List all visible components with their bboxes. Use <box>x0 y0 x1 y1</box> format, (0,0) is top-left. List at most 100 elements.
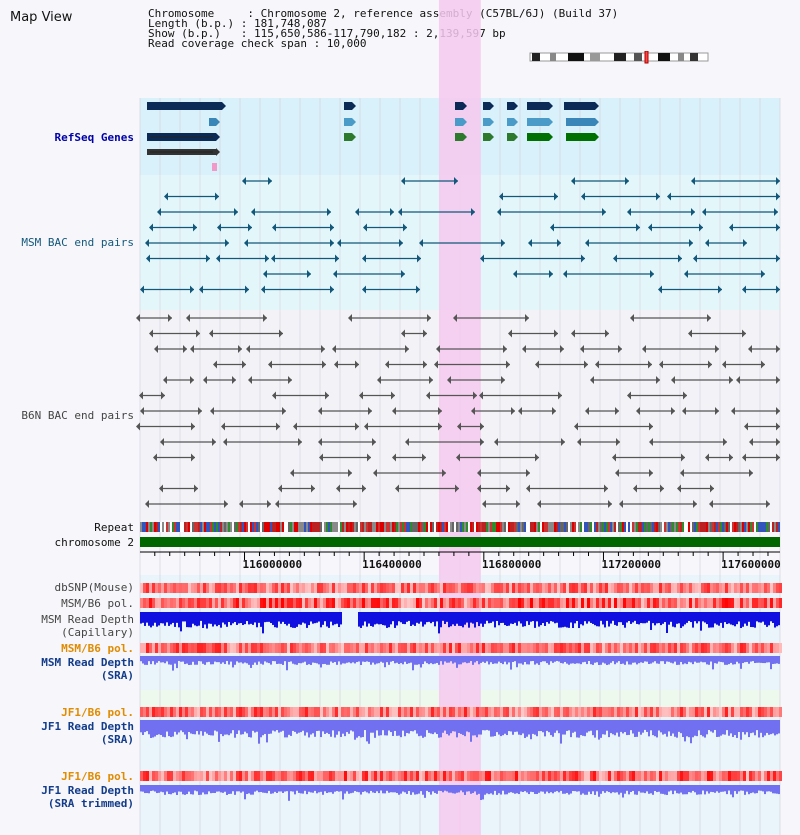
msm-depth-sra <box>516 656 518 668</box>
jf1-depth-sra-trimmed <box>562 785 564 794</box>
msm-b6-pol-sra-heat <box>269 643 272 653</box>
msm-depth-capillary <box>748 612 750 622</box>
dbsnp-heat <box>563 583 566 593</box>
track-label-msm-b6-pol-sra[interactable]: MSM/B6 pol. <box>61 642 134 655</box>
msm-b6-pol-sra-heat <box>170 643 173 653</box>
dbsnp-heat <box>152 583 155 593</box>
msm-depth-sra <box>214 656 216 662</box>
msm-b6-pol-sra-heat <box>284 643 287 653</box>
b6n-bac-pair-end <box>367 453 371 462</box>
msm-b6-pol-sra-heat <box>674 643 677 653</box>
msm-depth-sra <box>744 656 746 663</box>
b6n-bac-pair-end <box>776 453 780 462</box>
jf1-b6-pol-trimmed-heat <box>527 771 530 781</box>
msm-b6-pol-sra-heat <box>449 643 452 653</box>
jf1-b6-pol-heat <box>224 707 227 717</box>
track-label-msm-bac[interactable]: MSM BAC end pairs <box>21 236 134 249</box>
dbsnp-heat <box>446 583 449 593</box>
track-label-jf1-b6-pol[interactable]: JF1/B6 pol. <box>61 706 134 719</box>
msm-depth-capillary <box>410 612 412 626</box>
msm-depth-capillary <box>282 612 284 622</box>
msm-b6-pol-sra-heat <box>518 643 521 653</box>
b6n-bac-pair-end <box>293 422 297 431</box>
msm-depth-capillary <box>226 612 228 627</box>
track-label-msm-depth-sra[interactable]: MSM Read Depth <box>41 656 134 669</box>
jf1-depth-sra-trimmed <box>422 785 424 795</box>
msm-b6-pol-heat <box>467 598 470 608</box>
jf1-depth-sra <box>706 720 708 735</box>
track-label-jf1-b6-pol-trimmed[interactable]: JF1/B6 pol. <box>61 770 134 783</box>
track-label-dbsnp[interactable]: dbSNP(Mouse) <box>54 581 134 594</box>
jf1-depth-sra-trimmed <box>514 785 516 794</box>
jf1-depth-sra <box>592 720 594 736</box>
jf1-b6-pol-trimmed-heat <box>140 771 143 781</box>
b6n-bac-pair-end <box>604 484 608 493</box>
repeat-element <box>684 522 686 532</box>
jf1-b6-pol-trimmed-heat <box>509 771 512 781</box>
jf1-depth-sra <box>446 720 448 735</box>
msm-b6-pol-sra-heat <box>341 643 344 653</box>
jf1-b6-pol-heat <box>215 707 218 717</box>
dbsnp-heat <box>677 583 680 593</box>
msm-depth-sra <box>520 656 522 664</box>
msm-depth-capillary <box>154 612 156 623</box>
b6n-bac-pair-end <box>136 422 140 431</box>
b6n-bac-pair-end <box>276 422 280 431</box>
msm-b6-pol-heat <box>485 598 488 608</box>
msm-depth-capillary <box>440 612 442 628</box>
msm-bac-pair-end <box>480 254 484 263</box>
msm-b6-pol-heat <box>335 598 338 608</box>
dbsnp-heat <box>230 583 233 593</box>
msm-depth-sra <box>568 656 570 665</box>
dbsnp-heat <box>692 583 695 593</box>
msm-depth-sra <box>502 656 504 665</box>
b6n-bac-pair-end <box>353 500 357 508</box>
jf1-b6-pol-heat <box>596 707 599 717</box>
refseq-gene-1 <box>566 118 595 126</box>
msm-depth-capillary <box>214 612 216 625</box>
jf1-b6-pol-trimmed-heat <box>317 771 320 781</box>
jf1-b6-pol-heat <box>743 707 746 717</box>
jf1-b6-pol-trimmed-heat <box>557 771 560 781</box>
dbsnp-heat <box>248 583 251 593</box>
msm-depth-sra <box>460 656 462 665</box>
msm-b6-pol-heat <box>155 598 158 608</box>
track-label-repeat[interactable]: Repeat <box>94 521 134 534</box>
msm-depth-capillary <box>694 612 696 622</box>
track-label-refseq[interactable]: RefSeq Genes <box>54 131 134 144</box>
track-label-msm-depth-cap[interactable]: MSM Read Depth <box>41 613 134 626</box>
msm-b6-pol-heat <box>425 598 428 608</box>
msm-b6-pol-heat <box>725 598 728 608</box>
msm-b6-pol-sra-heat <box>710 643 713 653</box>
msm-bac-pair-end <box>761 270 765 278</box>
jf1-depth-sra-trimmed <box>168 785 170 795</box>
repeat-element <box>700 522 702 532</box>
jf1-b6-pol-trimmed-heat <box>749 771 752 781</box>
repeat-element <box>214 522 216 532</box>
jf1-b6-pol-trimmed-heat <box>656 771 659 781</box>
msm-b6-pol-heat <box>323 598 326 608</box>
msm-b6-pol-sra-heat <box>176 643 179 653</box>
b6n-bac-pair-end <box>434 360 438 369</box>
msm-depth-capillary <box>186 612 188 628</box>
msm-b6-pol-heat <box>773 598 776 608</box>
chromosome-ideogram[interactable] <box>528 51 712 65</box>
jf1-b6-pol-trimmed-heat <box>275 771 278 781</box>
track-label-chromosome: chromosome 2 <box>54 536 134 549</box>
msm-depth-sra <box>764 656 766 664</box>
jf1-b6-pol-heat <box>305 707 308 717</box>
msm-depth-capillary <box>266 612 268 622</box>
jf1-b6-pol-heat <box>590 707 593 717</box>
track-label-b6n-bac[interactable]: B6N BAC end pairs <box>21 409 134 422</box>
jf1-b6-pol-trimmed-heat <box>467 771 470 781</box>
track-label-jf1-depth-trimmed[interactable]: JF1 Read Depth <box>41 784 134 797</box>
jf1-b6-pol-heat <box>191 707 194 717</box>
msm-b6-pol-sra-heat <box>164 643 167 653</box>
jf1-depth-sra-trimmed <box>676 785 678 794</box>
dbsnp-heat <box>455 583 458 593</box>
track-label-jf1-depth[interactable]: JF1 Read Depth <box>41 720 134 733</box>
msm-depth-sra <box>378 656 380 664</box>
track-label-msm-b6-pol[interactable]: MSM/B6 pol. <box>61 597 134 610</box>
msm-b6-pol-heat <box>497 598 500 608</box>
